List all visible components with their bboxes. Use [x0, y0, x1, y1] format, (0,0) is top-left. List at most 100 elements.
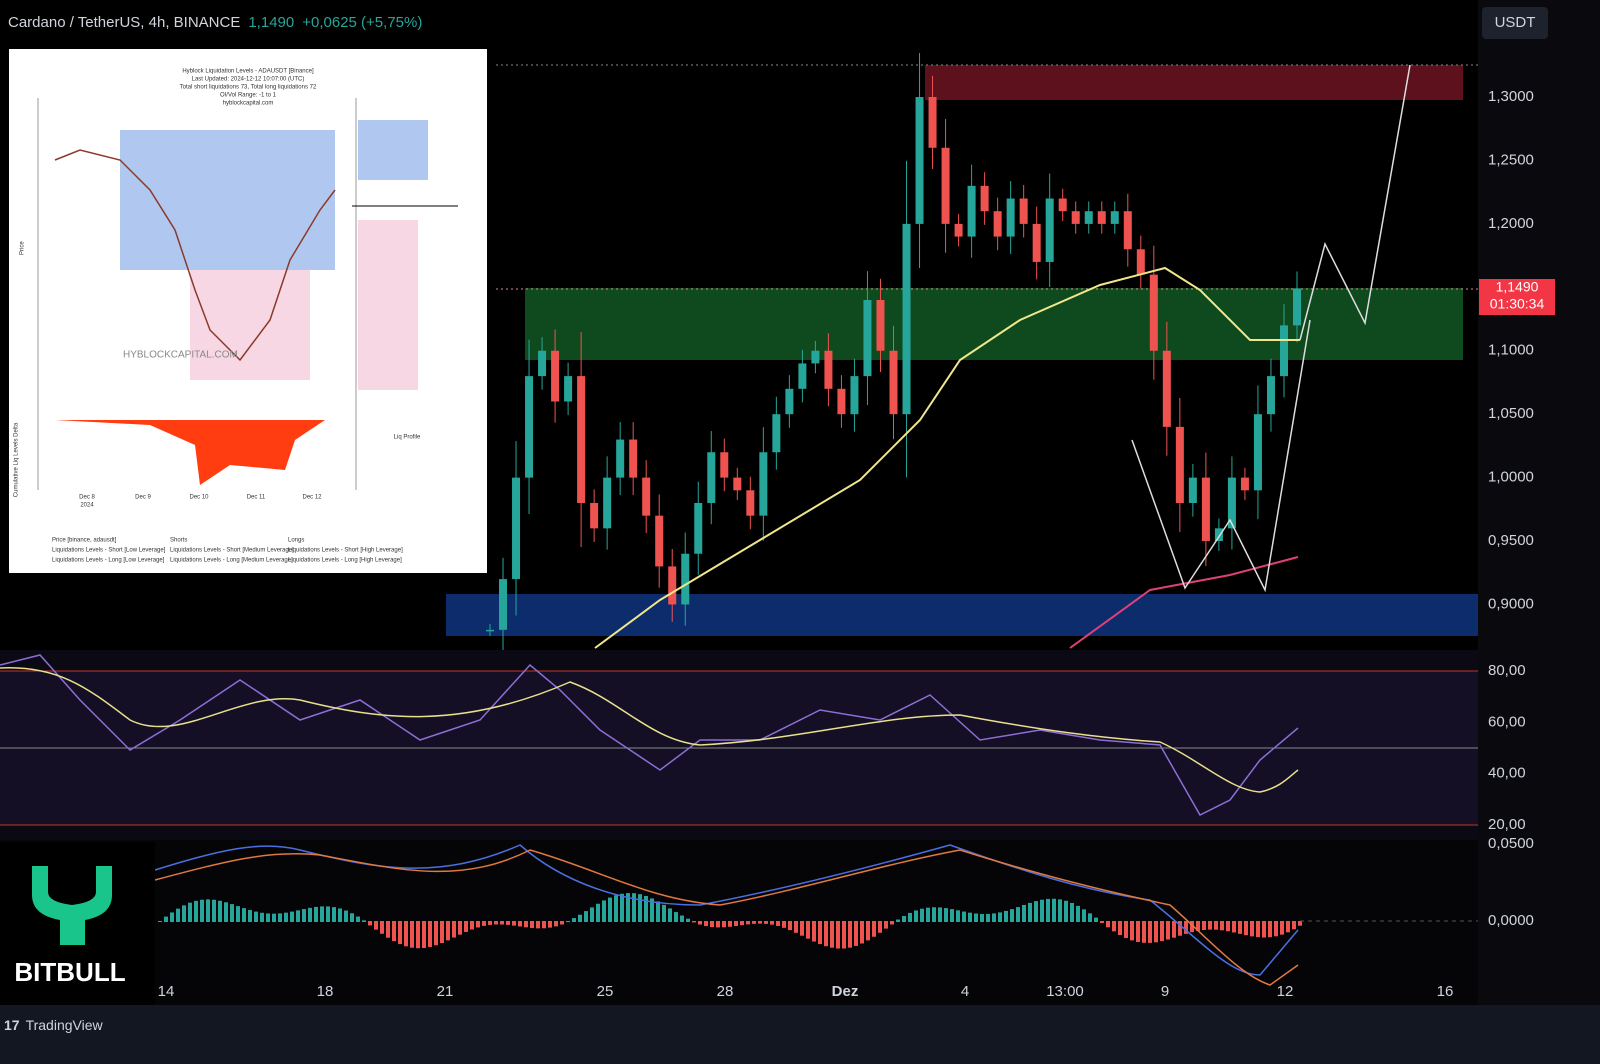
candle — [746, 490, 755, 516]
candle — [1110, 211, 1119, 224]
inset-legend-item: Longs — [288, 538, 304, 544]
pattern-lines — [1131, 319, 1311, 593]
macd-bar — [482, 921, 486, 926]
inset-long-levels — [190, 270, 310, 380]
macd-bar — [410, 921, 414, 948]
macd-bar — [1148, 921, 1152, 943]
symbol-name: Cardano / TetherUS, 4h, BINANCE — [8, 14, 240, 31]
macd-bar — [1028, 902, 1032, 922]
macd-bar — [794, 921, 798, 933]
macd-bar — [596, 903, 600, 922]
macd-bar — [524, 921, 528, 928]
macd-bar — [170, 912, 174, 922]
macd-bar — [1226, 921, 1230, 932]
macd-bar — [890, 921, 894, 925]
macd-bar — [638, 894, 642, 922]
macd-bar — [422, 921, 426, 948]
candles — [486, 52, 1301, 652]
macd-bar — [260, 912, 264, 922]
price-tick-label: 1,1000 — [1488, 342, 1534, 359]
macd-bar — [998, 912, 1002, 922]
macd-bar — [926, 907, 930, 922]
macd-bar — [1298, 921, 1302, 926]
candle — [902, 223, 911, 415]
candle — [1032, 223, 1041, 262]
currency-button[interactable] — [1482, 7, 1548, 39]
macd-bar — [368, 921, 372, 926]
macd-bar — [854, 921, 858, 946]
rsi-ticks: 80,00 60,00 40,00 20,00 — [1488, 662, 1526, 833]
rsi-signal — [0, 667, 1299, 793]
candle — [824, 350, 833, 389]
candle — [1253, 414, 1262, 491]
macd-bar — [728, 921, 732, 927]
inset-legend-item: Liquidations Levels - Short [Low Leverag… — [52, 548, 166, 554]
currency: USDT — [1495, 14, 1536, 31]
price-tick-label: 1,3000 — [1488, 88, 1534, 105]
macd-bar — [620, 893, 624, 922]
macd-bar — [1292, 921, 1296, 930]
macd-bar — [440, 921, 444, 944]
inset-cumulative — [55, 420, 325, 485]
candle — [642, 477, 651, 516]
candle — [486, 629, 494, 632]
macd-bar — [392, 921, 396, 942]
inset-legend: Price [binance, adausdt] Shorts Longs Liqui… — [52, 538, 403, 564]
inset-date: Dec 11 — [247, 495, 266, 501]
candle — [1279, 325, 1288, 377]
macd-bar — [1010, 909, 1014, 922]
time-tick-label: 4 — [961, 983, 969, 1000]
inset-date: Dec 9 — [135, 495, 151, 501]
macd-bar — [1172, 921, 1176, 938]
macd-bar — [644, 895, 648, 922]
inset-short-levels — [120, 130, 335, 270]
macd-bar — [896, 919, 900, 922]
inset-price — [54, 149, 336, 362]
inset-range: OI/Vol Range: -1 to 1 — [220, 93, 277, 99]
macd-bar — [326, 906, 330, 922]
macd-bar — [182, 905, 186, 922]
macd-bar — [656, 901, 660, 922]
macd-bar — [1244, 921, 1248, 936]
macd-bar — [164, 916, 168, 922]
macd-bar — [476, 921, 480, 928]
macd-bar — [320, 906, 324, 922]
macd-bar — [710, 921, 714, 928]
macd-bar — [836, 921, 840, 949]
candle — [1188, 477, 1197, 503]
candle — [1162, 350, 1171, 427]
inset-legend-item: Liquidations Levels - Long [Low Leverage… — [52, 558, 165, 564]
candle — [733, 477, 742, 491]
macd-bar — [464, 921, 468, 932]
last-price: 1,1490 — [248, 14, 294, 31]
logo-text: BITBULL — [14, 957, 125, 987]
candle — [980, 185, 989, 212]
rsi-tick-label: 40,00 — [1488, 765, 1526, 782]
candle — [1045, 198, 1054, 262]
candle — [1240, 477, 1249, 491]
macd-bar — [356, 916, 360, 922]
candle — [707, 452, 716, 503]
macd-bar — [1208, 921, 1212, 930]
macd-bar — [242, 908, 246, 922]
macd-bar — [560, 921, 564, 925]
macd-bar — [458, 921, 462, 935]
macd-bar — [188, 902, 192, 922]
tv-mark: 17 — [4, 1017, 20, 1033]
macd-bar — [1250, 921, 1254, 937]
inset-date: Dec 12 — [302, 495, 322, 501]
macd-bar — [650, 898, 654, 922]
macd-bar — [632, 893, 636, 922]
macd-bar — [776, 921, 780, 926]
macd-bar — [452, 921, 456, 938]
candle — [1136, 249, 1145, 275]
macd-bar — [350, 913, 354, 922]
macd-bar — [530, 921, 534, 928]
candle — [551, 350, 560, 402]
macd-bar — [902, 915, 906, 922]
macd-bar — [1034, 901, 1038, 922]
inset-cum-label: Cumulative Liq Levels Delta — [14, 422, 20, 497]
macd-bar — [950, 909, 954, 922]
macd-bar — [908, 912, 912, 922]
